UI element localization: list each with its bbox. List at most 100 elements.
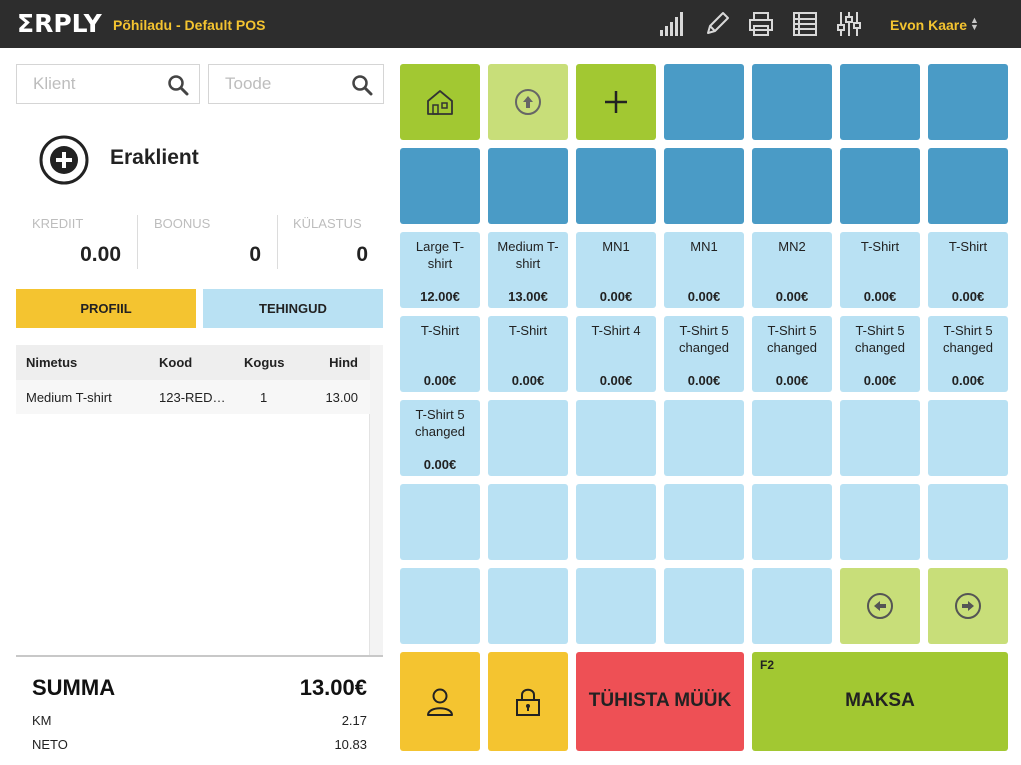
product-tile[interactable]: Medium T-shirt 13.00€ [488,232,568,308]
header-qty[interactable]: Kogus [244,355,285,370]
empty-tile[interactable] [488,484,568,560]
product-tile[interactable]: T-Shirt 5 changed 0.00€ [664,316,744,392]
transactions-button[interactable]: TEHINGUD [203,289,383,328]
product-tile[interactable]: Large T-shirt 12.00€ [400,232,480,308]
empty-tile[interactable] [664,400,744,476]
empty-tile[interactable] [488,400,568,476]
empty-tile[interactable] [928,400,1008,476]
pay-button[interactable]: F2 MAKSA [752,652,1008,751]
product-tile[interactable]: T-Shirt 0.00€ [400,316,480,392]
empty-tile[interactable] [928,484,1008,560]
top-bar: ΣRPLY Põhiladu - Default POS [0,0,1021,48]
product-name: Medium T-shirt [497,239,559,271]
home-button[interactable] [400,64,480,140]
customer-button[interactable] [400,652,480,751]
pencil-icon[interactable] [703,10,731,38]
search-icon[interactable] [351,74,373,101]
bonus-label: BOONUS [154,216,211,231]
prev-page-button[interactable] [840,568,920,644]
product-tile[interactable]: MN1 0.00€ [664,232,744,308]
empty-tile[interactable] [488,568,568,644]
total-label: SUMMA [32,675,116,700]
vat-label: KM [32,713,52,728]
product-search-box[interactable] [208,64,384,104]
empty-tile[interactable] [664,568,744,644]
product-tile[interactable]: MN2 0.00€ [752,232,832,308]
product-tile[interactable]: T-Shirt 5 changed 0.00€ [400,400,480,476]
category-tile[interactable] [488,148,568,224]
table-scrollbar[interactable] [370,345,383,655]
category-tile[interactable] [928,148,1008,224]
product-name: T-Shirt [860,239,900,254]
empty-tile[interactable] [752,568,832,644]
product-price: 0.00€ [863,373,897,388]
search-icon[interactable] [167,74,189,101]
empty-tile[interactable] [576,568,656,644]
up-button[interactable] [488,64,568,140]
sort-caret-icon[interactable]: ▲ ▼ [970,15,979,32]
lock-button[interactable] [488,652,568,751]
product-tile[interactable]: T-Shirt 5 changed 0.00€ [928,316,1008,392]
home-icon [400,64,480,140]
signal-icon[interactable] [658,10,686,38]
table-row[interactable]: Medium T-shirt 123-RED… 1 13.00 [16,380,370,414]
erply-logo: ΣRPLY [17,9,102,38]
stat-divider [277,215,278,269]
category-tile[interactable] [400,148,480,224]
product-tile[interactable]: T-Shirt 5 changed 0.00€ [840,316,920,392]
summary-panel: SUMMA 13.00€ KM 2.17 NETO 10.83 [16,655,383,765]
product-price: 0.00€ [687,373,721,388]
net-label: NETO [32,737,68,752]
product-tile[interactable]: T-Shirt 0.00€ [928,232,1008,308]
category-tile[interactable] [752,64,832,140]
product-name: MN1 [602,239,630,254]
category-tile[interactable] [664,64,744,140]
category-tile[interactable] [928,64,1008,140]
stat-divider [137,215,138,269]
header-code[interactable]: Kood [159,355,193,370]
category-tile[interactable] [664,148,744,224]
empty-tile[interactable] [576,484,656,560]
cart-table: Nimetus Kood Kogus Hind Medium T-shirt 1… [16,345,370,655]
empty-tile[interactable] [400,484,480,560]
category-tile[interactable] [840,148,920,224]
header-name[interactable]: Nimetus [26,355,78,370]
add-client-icon[interactable] [38,134,90,186]
product-search-input[interactable] [225,74,345,94]
client-search-box[interactable] [16,64,200,104]
category-tile[interactable] [576,148,656,224]
row-qty: 1 [260,390,268,405]
empty-tile[interactable] [576,400,656,476]
next-page-button[interactable] [928,568,1008,644]
product-name: T-Shirt [420,323,460,338]
user-menu[interactable]: Evon Kaare [890,17,968,33]
category-tile[interactable] [752,148,832,224]
header-price[interactable]: Hind [329,355,358,370]
empty-tile[interactable] [840,484,920,560]
empty-tile[interactable] [400,568,480,644]
row-price: 13.00 [325,390,358,405]
product-tile[interactable]: MN1 0.00€ [576,232,656,308]
empty-tile[interactable] [752,484,832,560]
empty-tile[interactable] [664,484,744,560]
pay-label: MAKSA [845,690,915,711]
equalizer-icon[interactable] [835,10,863,38]
list-icon[interactable] [791,10,819,38]
product-tile[interactable]: T-Shirt 4 0.00€ [576,316,656,392]
row-code: 123-RED… [159,390,226,405]
category-tile[interactable] [840,64,920,140]
product-tile[interactable]: T-Shirt 0.00€ [840,232,920,308]
printer-icon[interactable] [747,10,775,38]
product-price: 0.00€ [423,373,457,388]
empty-tile[interactable] [752,400,832,476]
product-price: 0.00€ [951,373,985,388]
product-tile[interactable]: T-Shirt 5 changed 0.00€ [752,316,832,392]
cancel-sale-button[interactable]: TÜHISTA MÜÜK [576,652,744,751]
empty-tile[interactable] [840,400,920,476]
net-value: 10.83 [334,737,367,752]
profile-button[interactable]: PROFIIL [16,289,196,328]
product-price: 0.00€ [863,289,897,304]
product-tile[interactable]: T-Shirt 0.00€ [488,316,568,392]
client-search-input[interactable] [33,74,153,94]
add-button[interactable] [576,64,656,140]
